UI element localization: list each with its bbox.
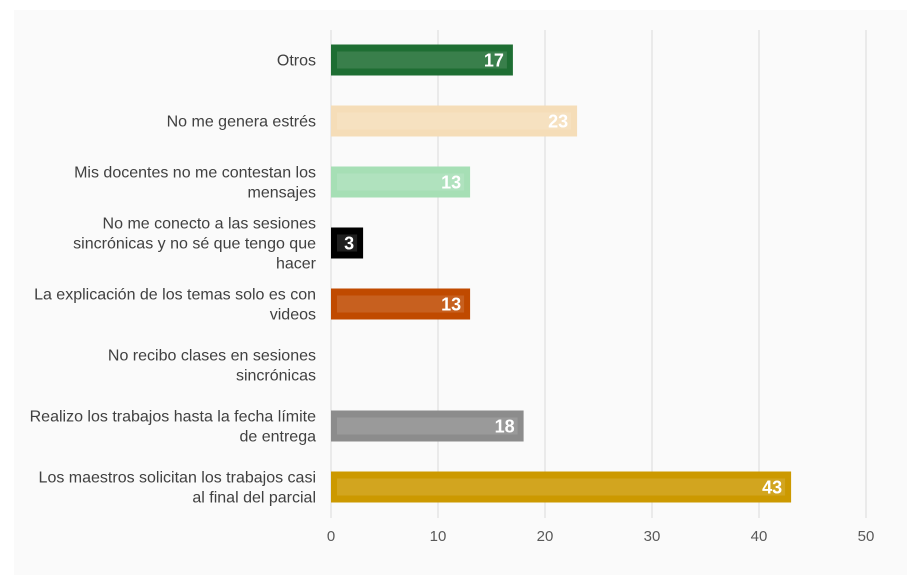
bar-value-label: 13 xyxy=(441,295,461,315)
category-label-line: Los maestros solicitan los trabajos casi xyxy=(39,470,316,487)
bar-highlight xyxy=(337,173,465,191)
bar-value-label: 3 xyxy=(344,234,354,254)
category-label: No recibo clases en sesiones sincrónicas xyxy=(108,348,316,385)
bar-value-label: 17 xyxy=(484,51,504,71)
category-label-line: No me genera estrés xyxy=(167,114,316,131)
bar xyxy=(331,227,364,259)
bar xyxy=(331,44,513,76)
category-label-line: Mis docentes no me contestan los xyxy=(74,165,316,182)
category-label-line: La explicación de los temas solo es con xyxy=(34,287,316,304)
bar xyxy=(331,166,471,198)
category-labels: Otros No me genera estrés Mis docentes no … xyxy=(30,53,317,507)
bar-highlight xyxy=(337,51,507,69)
category-label: Mis docentes no me contestan los mensajes xyxy=(74,165,316,202)
bar-highlight xyxy=(337,417,518,435)
category-label-line: hacer xyxy=(276,256,317,273)
x-tick-label: 10 xyxy=(430,528,447,545)
category-label-line: videos xyxy=(270,307,316,324)
bar xyxy=(331,288,471,320)
category-label-line: sincrónicas y no sé que tengo que xyxy=(73,236,316,253)
bar-value-label: 43 xyxy=(762,478,782,498)
bar-highlight xyxy=(337,295,465,313)
category-label: Los maestros solicitan los trabajos casi… xyxy=(39,470,316,507)
bar-highlight xyxy=(337,112,572,130)
bar-value-label: 18 xyxy=(495,417,515,437)
bar-highlight xyxy=(337,478,786,496)
category-label-line: sincrónicas xyxy=(236,368,316,385)
x-axis-tick-labels: 0 10 20 30 40 50 xyxy=(327,528,875,545)
x-tick-label: 50 xyxy=(858,528,875,545)
category-label-line: No me conecto a las sesiones xyxy=(103,216,316,233)
category-label: No me conecto a las sesiones sincrónicas … xyxy=(73,216,316,273)
x-tick-label: 40 xyxy=(751,528,768,545)
bar xyxy=(331,410,524,442)
bar-value-label: 13 xyxy=(441,173,461,193)
category-label: Otros xyxy=(277,53,316,70)
category-label: Realizo los trabajos hasta la fecha lími… xyxy=(30,409,316,446)
x-tick-label: 0 xyxy=(327,528,335,545)
bar-value-label: 23 xyxy=(548,112,568,132)
bars: 17 23 13 3 13 18 43 xyxy=(331,44,792,503)
bar xyxy=(331,471,792,503)
category-label-line: Realizo los trabajos hasta la fecha lími… xyxy=(30,409,316,426)
category-label-line: de entrega xyxy=(239,429,316,446)
x-tick-label: 20 xyxy=(537,528,554,545)
category-label-line: al final del parcial xyxy=(192,490,316,507)
category-label-line: No recibo clases en sesiones xyxy=(108,348,316,365)
x-tick-label: 30 xyxy=(644,528,661,545)
category-label-line: mensajes xyxy=(248,185,316,202)
category-label: No me genera estrés xyxy=(167,114,316,131)
category-label-line: Otros xyxy=(277,53,316,70)
bar xyxy=(331,105,578,137)
bar-highlight xyxy=(337,234,358,252)
category-label: La explicación de los temas solo es con v… xyxy=(34,287,316,324)
